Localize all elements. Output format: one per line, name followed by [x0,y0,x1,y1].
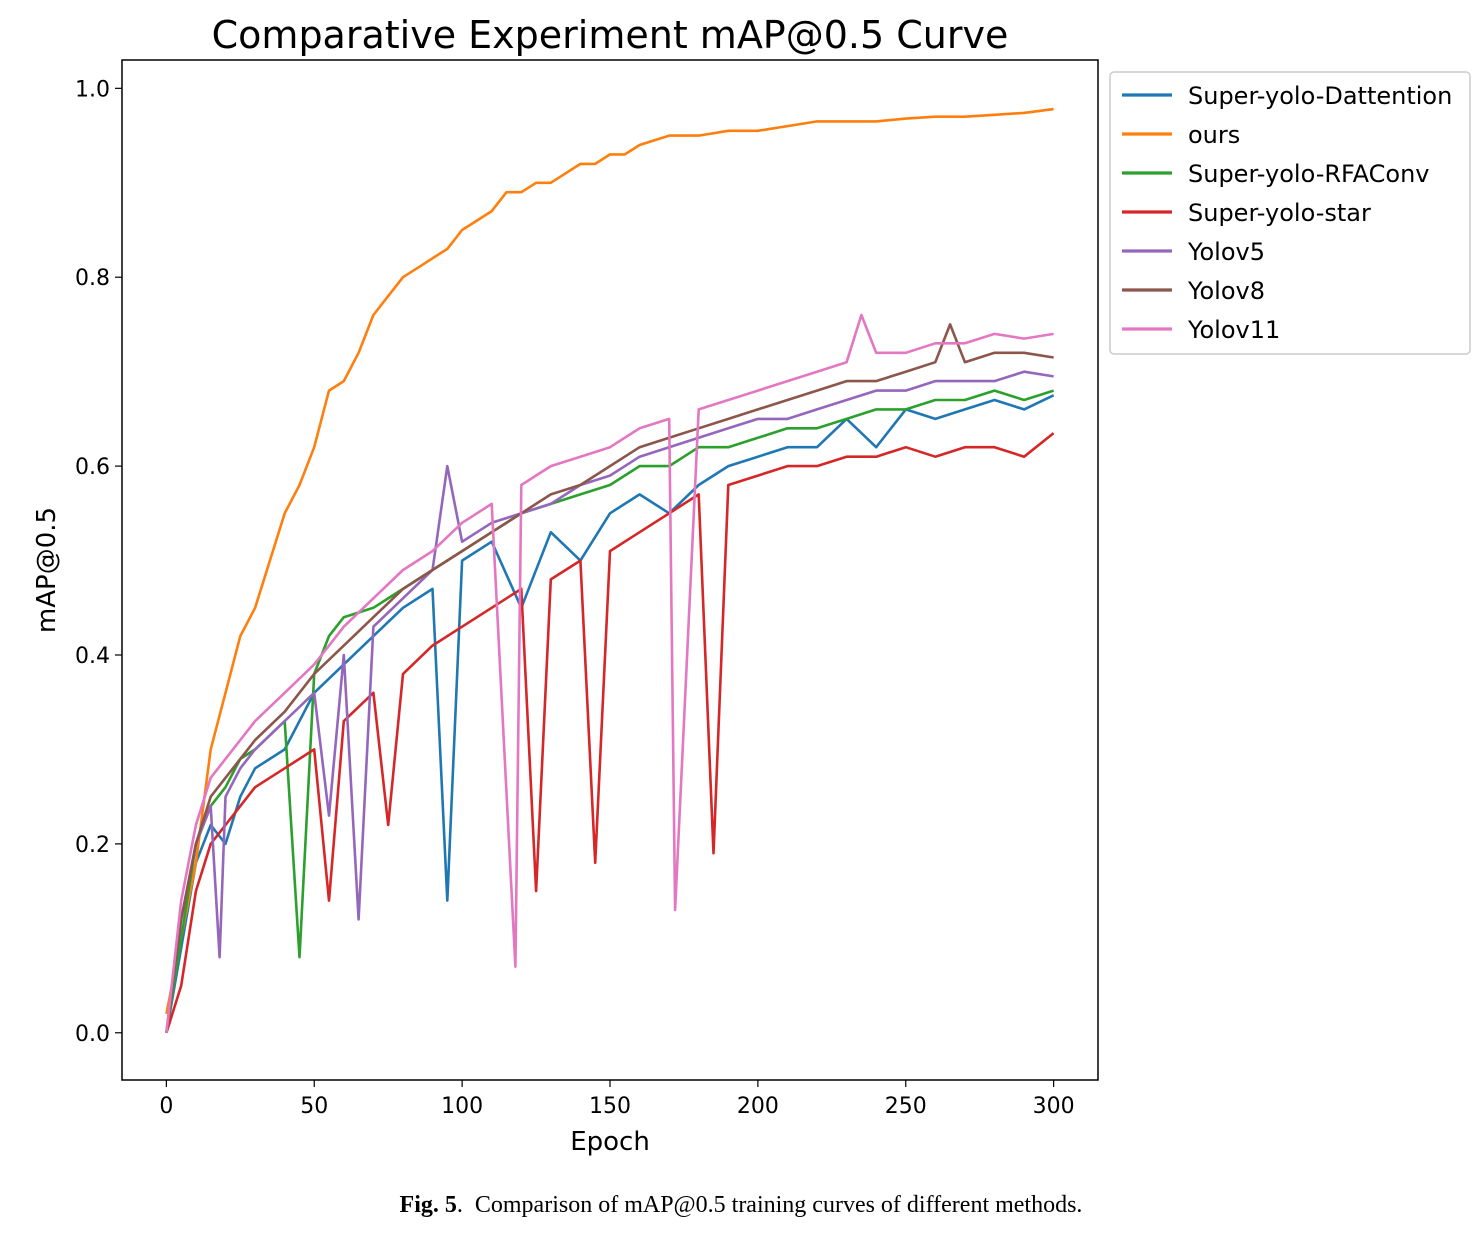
y-axis-ticks: 0.0 0.2 0.4 0.6 0.8 1.0 [75,77,122,1047]
y-tick-label: 1.0 [75,77,110,102]
figure-label: Fig. 5 [399,1192,457,1218]
series-line-ours [165,107,1054,1015]
series-line-super-yolo-star [165,432,1055,1034]
legend: Super-yolo-Dattention ours Super-yolo-RFAC… [1109,71,1471,355]
x-axis-label: Epoch [570,1127,650,1157]
x-tick-label: 150 [589,1094,631,1119]
legend-frame [1109,71,1471,355]
x-tick-label: 50 [300,1094,328,1119]
series-line-super-yolo-dattention [165,394,1055,1034]
legend-entry-label: Super-yolo-RFAConv [1188,160,1430,188]
legend-entry-label: Super-yolo-star [1188,199,1371,227]
chart-title: Comparative Experiment mAP@0.5 Curve [212,13,1009,57]
x-tick-label: 100 [441,1094,483,1119]
y-tick-label: 0.4 [75,644,110,669]
caption-text: Comparison of mAP@0.5 training curves of… [474,1192,1083,1218]
legend-entry-label: ours [1188,121,1240,149]
x-tick-label: 250 [885,1094,927,1119]
chart: Comparative Experiment mAP@0.5 Curve 0 50… [32,13,1471,1157]
y-tick-label: 0.2 [75,833,110,858]
legend-entry-label: Yolov11 [1187,316,1280,344]
series-line-yolov5 [165,370,1054,1033]
legend-entry-label: Yolov8 [1187,277,1265,305]
x-tick-label: 200 [737,1094,779,1119]
series-line-yolov8 [165,323,1054,1033]
x-tick-label: 300 [1033,1094,1075,1119]
y-tick-label: 0.8 [75,266,110,291]
legend-entry-label: Super-yolo-Dattention [1188,82,1452,110]
y-tick-label: 0.0 [75,1022,110,1047]
legend-entry-label: Yolov5 [1187,238,1265,266]
x-axis-ticks: 0 50 100 150 200 250 300 [159,1080,1075,1119]
figure-caption: Fig. 5. Comparison of mAP@0.5 training c… [399,1192,1083,1218]
series-line-yolov11 [165,313,1054,1033]
x-tick-label: 0 [159,1094,173,1119]
y-tick-label: 0.6 [75,455,110,480]
y-axis-label: mAP@0.5 [32,507,62,633]
series-lines [165,107,1055,1034]
